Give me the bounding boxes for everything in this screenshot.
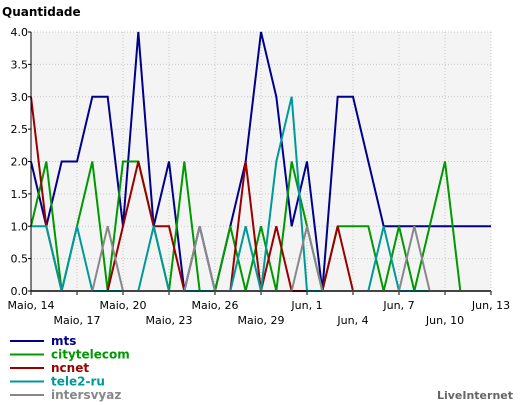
x-tick-label: Maio, 17 — [53, 314, 100, 327]
y-axis-title: Quantidade — [2, 5, 81, 19]
y-tick-label: 4.0 — [11, 26, 29, 39]
x-tick-label: Maio, 29 — [237, 314, 284, 327]
y-tick-label: 3.0 — [11, 91, 29, 104]
brand-label: LiveInternet — [437, 389, 513, 402]
x-tick-label: Maio, 26 — [191, 299, 238, 312]
y-tick-label: 0.5 — [11, 253, 29, 266]
y-axis-ticks: 0.0 0.5 1.0 1.5 2.0 2.5 3.0 3.5 4.0 — [11, 26, 31, 298]
x-tick-label: Maio, 20 — [99, 299, 146, 312]
x-tick-label: Jun, 10 — [425, 314, 464, 327]
legend-label-ncnet: ncnet — [51, 361, 89, 375]
x-tick-label: Jun, 13 — [471, 299, 510, 312]
x-axis-ticks: Maio, 14 Maio, 17 Maio, 20 Maio, 23 Maio, 26… — [7, 291, 510, 327]
y-tick-label: 2.5 — [11, 123, 29, 136]
x-tick-label: Jun, 4 — [336, 314, 368, 327]
y-tick-label: 1.0 — [11, 220, 29, 233]
x-tick-label: Maio, 23 — [145, 314, 192, 327]
legend-label-tele2-ru: tele2-ru — [51, 375, 105, 389]
y-tick-label: 2.0 — [11, 156, 29, 169]
legend-label-citytelecom: citytelecom — [51, 348, 130, 362]
y-tick-label: 3.5 — [11, 58, 29, 71]
x-tick-label: Jun, 7 — [382, 299, 414, 312]
axes — [30, 32, 491, 292]
legend-label-mts: mts — [51, 334, 76, 348]
y-tick-label: 0.0 — [11, 285, 29, 298]
legend-label-intersvyaz: intersvyaz — [51, 388, 121, 402]
y-tick-label: 1.5 — [11, 188, 29, 201]
x-tick-label: Jun, 1 — [290, 299, 322, 312]
x-tick-label: Maio, 14 — [7, 299, 54, 312]
